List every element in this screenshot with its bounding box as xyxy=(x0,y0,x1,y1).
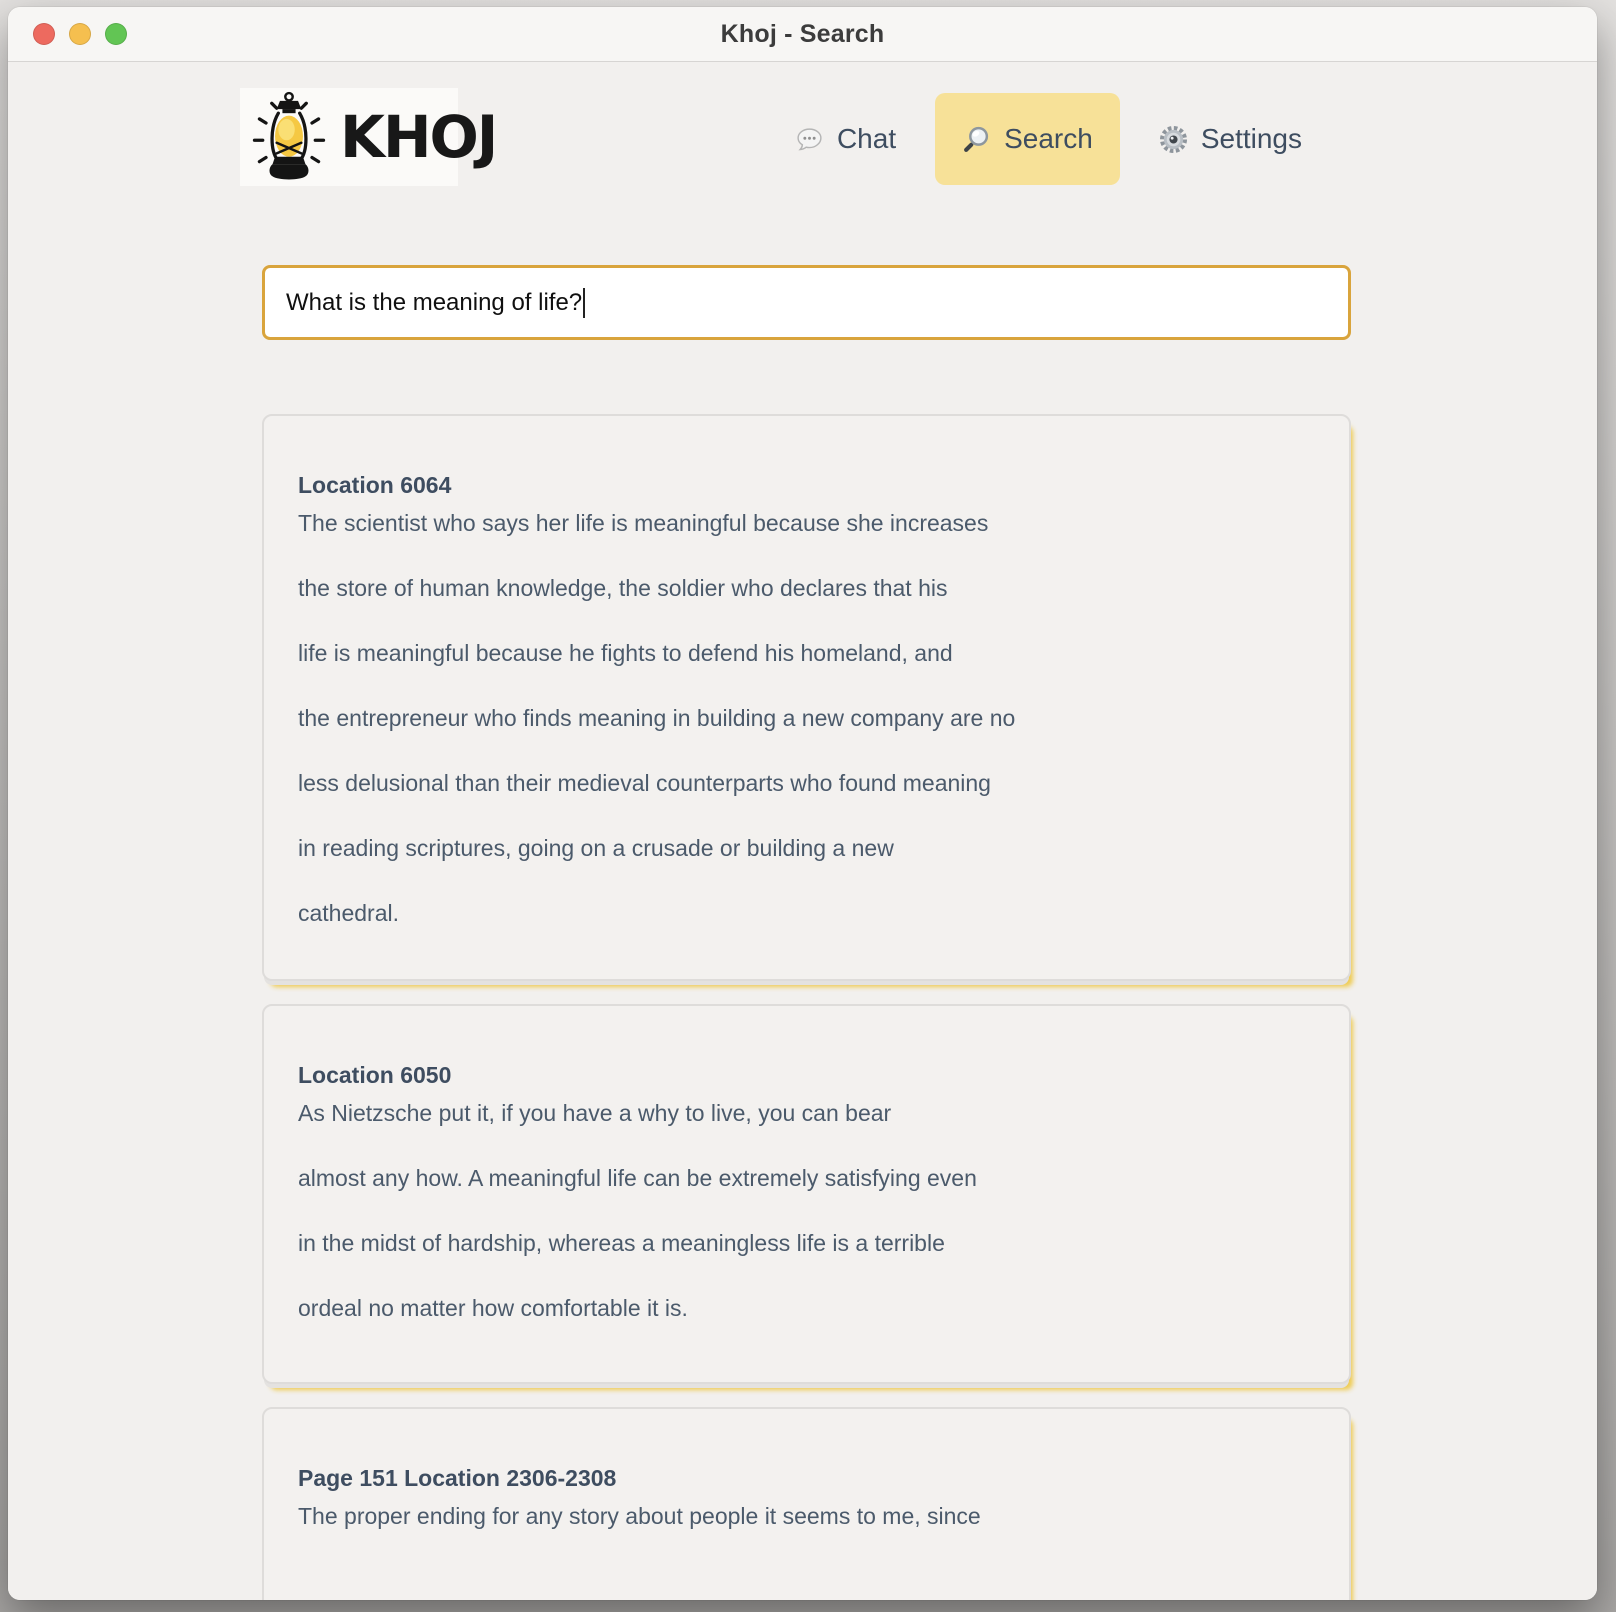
khoj-logo[interactable]: KHOJ xyxy=(240,88,498,186)
result-heading: Location 6064 xyxy=(298,472,452,498)
result-line: life is meaningful because he fights to … xyxy=(298,640,953,666)
result-card[interactable]: Location 6050 As Nietzsche put it, if yo… xyxy=(262,1004,1351,1384)
result-line: The proper ending for any story about pe… xyxy=(298,1503,981,1529)
magnifier-icon xyxy=(964,126,989,152)
result-line: less delusional than their medieval coun… xyxy=(298,770,991,796)
lantern-icon xyxy=(252,91,326,180)
nav-item-search[interactable]: Search xyxy=(935,93,1120,185)
text-caret xyxy=(583,287,586,318)
main-nav: Chat Search Settings xyxy=(768,93,1329,185)
result-body: As Nietzsche put it, if you have a why t… xyxy=(298,1099,1315,1323)
result-line: cathedral. xyxy=(298,900,400,926)
nav-item-chat[interactable]: Chat xyxy=(768,93,923,185)
result-body: The scientist who says her life is meani… xyxy=(298,509,1315,928)
brand-name: KHOJ xyxy=(340,103,498,171)
close-button[interactable] xyxy=(33,23,55,45)
result-card[interactable]: Location 6064 The scientist who says her… xyxy=(262,414,1351,981)
result-line: the store of human knowledge, the soldie… xyxy=(298,575,948,601)
titlebar: Khoj - Search xyxy=(8,7,1597,62)
search-input[interactable]: What is the meaning of life? xyxy=(262,265,1351,340)
result-heading: Location 6050 xyxy=(298,1062,452,1088)
result-line: almost any how. A meaningful life can be… xyxy=(298,1165,977,1191)
result-line: in reading scriptures, going on a crusad… xyxy=(298,835,894,861)
result-line: in the midst of hardship, whereas a mean… xyxy=(298,1230,945,1256)
result-line: the entrepreneur who finds meaning in bu… xyxy=(298,705,1016,731)
window-title: Khoj - Search xyxy=(720,19,885,48)
nav-item-label: Search xyxy=(1004,123,1093,154)
chat-bubble-icon xyxy=(797,127,822,150)
result-card[interactable]: Page 151 Location 2306-2308 The proper e… xyxy=(262,1407,1351,1600)
search-query-text: What is the meaning of life? xyxy=(286,288,583,316)
nav-item-label: Chat xyxy=(836,123,897,154)
minimize-button[interactable] xyxy=(69,23,91,45)
zoom-button[interactable] xyxy=(105,23,127,45)
nav-item-settings[interactable]: Settings xyxy=(1132,93,1329,185)
app-window: Khoj - Search xyxy=(8,7,1597,1600)
main-content: KHOJ Chat Search xyxy=(8,63,1597,1600)
result-heading: Page 151 Location 2306-2308 xyxy=(298,1465,617,1491)
result-line: ordeal no matter how comfortable it is. xyxy=(298,1295,688,1321)
window-controls xyxy=(33,7,127,61)
result-line: As Nietzsche put it, if you have a why t… xyxy=(298,1100,892,1126)
nav-item-label: Settings xyxy=(1200,123,1302,154)
result-body: The proper ending for any story about pe… xyxy=(298,1502,1315,1531)
result-line: The scientist who says her life is meani… xyxy=(298,510,989,536)
results-list: Location 6064 The scientist who says her… xyxy=(262,414,1351,1600)
gear-icon xyxy=(1159,125,1187,153)
